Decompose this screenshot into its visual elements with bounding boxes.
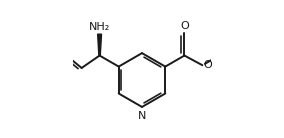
Text: N: N	[138, 111, 146, 121]
Text: NH₂: NH₂	[89, 22, 110, 32]
Polygon shape	[98, 34, 101, 56]
Text: O: O	[204, 59, 212, 70]
Text: O: O	[180, 21, 189, 31]
